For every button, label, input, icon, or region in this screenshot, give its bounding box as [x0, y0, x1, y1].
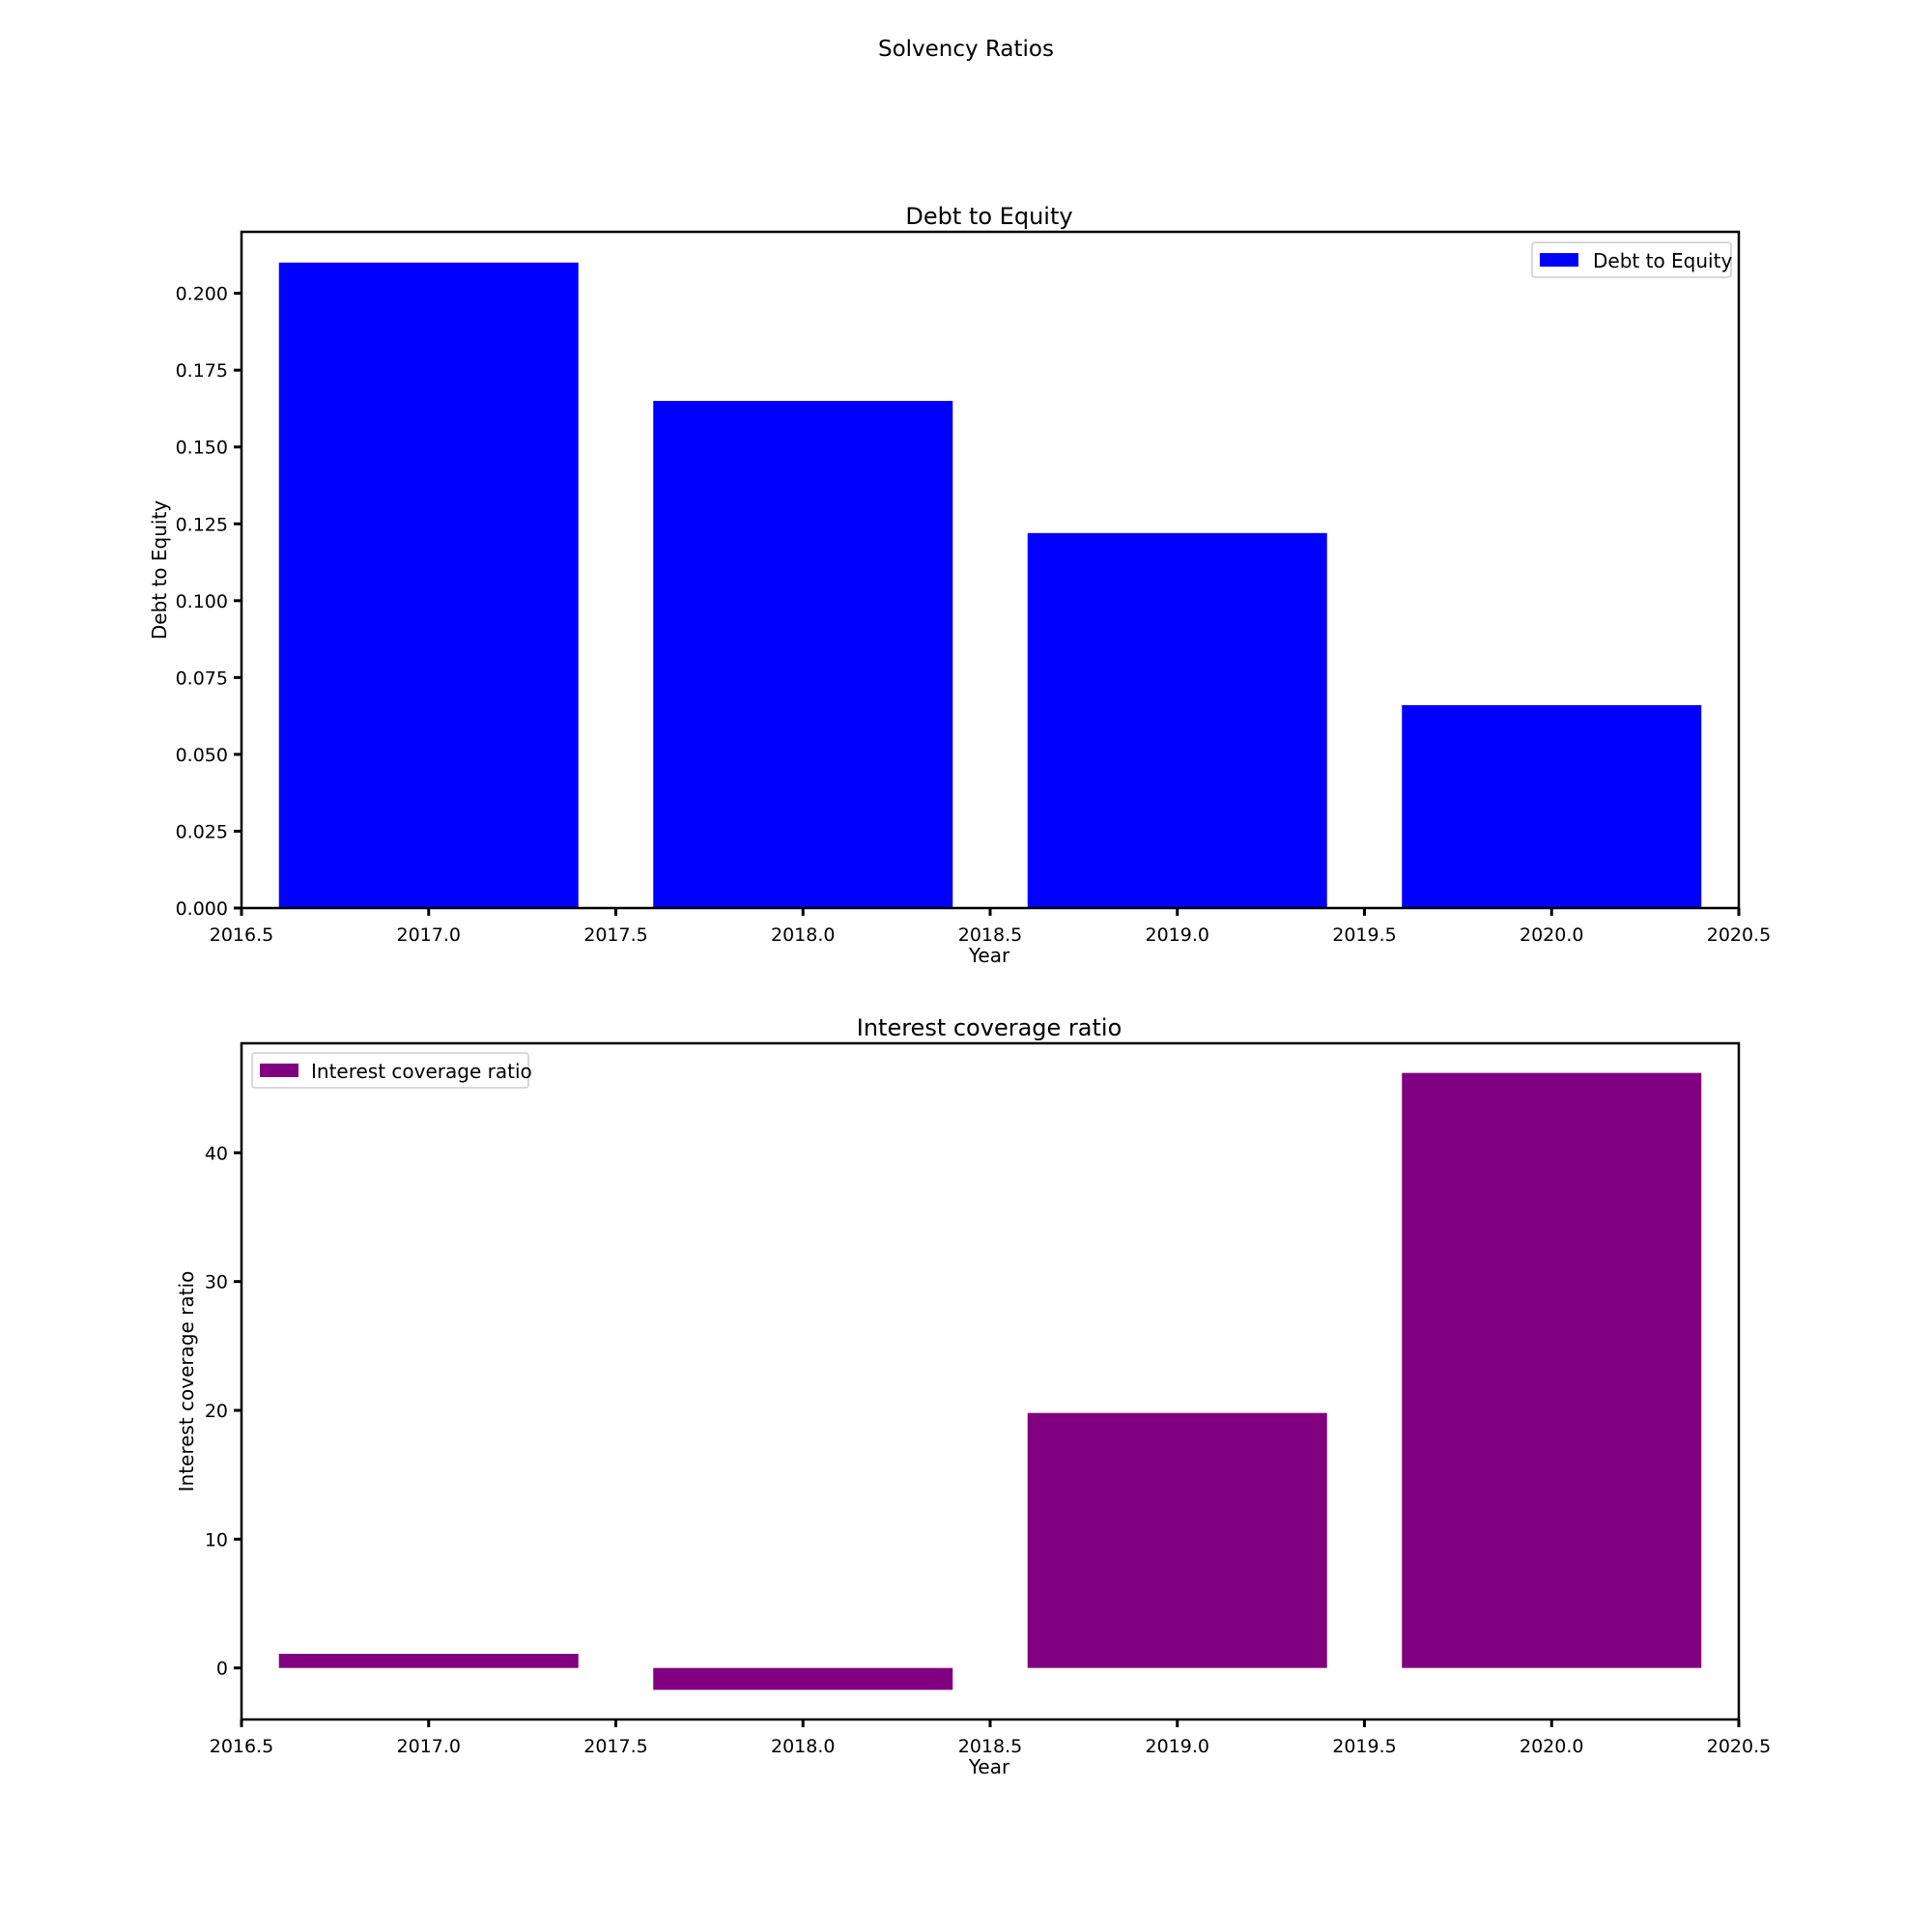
debt-to-equity-bar-2017: [278, 262, 579, 908]
interest-coverage-bar-2017: [278, 1654, 579, 1668]
figure-suptitle: Solvency Ratios: [878, 37, 1054, 62]
interest-coverage-ytick-label: 10: [205, 1529, 228, 1550]
interest-coverage-xtick-label: 2019.0: [1146, 1736, 1209, 1757]
interest-coverage-bars: [278, 1072, 1702, 1690]
debt-to-equity-ytick-label: 0.025: [176, 821, 228, 842]
interest-coverage-bar-2019: [1027, 1412, 1327, 1668]
interest-coverage-bar-2020: [1402, 1072, 1702, 1668]
interest-coverage-bar-2018: [653, 1667, 953, 1690]
interest-coverage-xtick-label: 2017.0: [397, 1736, 461, 1757]
interest-coverage-legend-label: Interest coverage ratio: [311, 1060, 532, 1083]
debt-to-equity-xtick-label: 2018.5: [958, 924, 1022, 946]
interest-coverage-legend-swatch: [260, 1064, 298, 1077]
debt-to-equity-yticks: 0.000 0.025 0.050 0.075 0.100 0.125 0.150 0.175…: [176, 284, 242, 920]
interest-coverage-ytick-label: 0: [216, 1659, 228, 1680]
interest-coverage-ytick-label: 40: [205, 1143, 228, 1164]
debt-to-equity-chart: Debt to Equity Year Debt to Equity 2016.…: [148, 203, 1771, 967]
interest-coverage-xtick-label: 2018.5: [958, 1736, 1022, 1757]
debt-to-equity-bars: [278, 262, 1702, 908]
debt-to-equity-ytick-label: 0.175: [176, 360, 228, 382]
debt-to-equity-legend-label: Debt to Equity: [1593, 249, 1732, 272]
interest-coverage-xticks: 2016.5 2017.0 2017.5 2018.0 2018.5 2019.0 2019…: [210, 1719, 1771, 1757]
interest-coverage-ytick-label: 30: [205, 1272, 228, 1293]
debt-to-equity-ytick-label: 0.075: [176, 668, 228, 689]
debt-to-equity-bar-2019: [1027, 532, 1327, 908]
debt-to-equity-xtick-label: 2020.0: [1520, 924, 1583, 946]
debt-to-equity-xtick-label: 2020.5: [1707, 924, 1771, 946]
debt-to-equity-ylabel: Debt to Equity: [148, 500, 171, 639]
debt-to-equity-xtick-label: 2017.5: [583, 924, 647, 946]
interest-coverage-legend: Interest coverage ratio: [251, 1052, 532, 1089]
interest-coverage-ytick-label: 20: [205, 1401, 228, 1422]
debt-to-equity-xticks: 2016.5 2017.0 2017.5 2018.0 2018.5 2019.0 2019…: [210, 908, 1771, 946]
interest-coverage-frame: [240, 1041, 1741, 1721]
interest-coverage-yticks: 0 10 20 30 40: [205, 1143, 242, 1680]
debt-to-equity-ytick-label: 0.125: [176, 514, 228, 535]
debt-to-equity-ytick-label: 0.000: [176, 898, 228, 920]
debt-to-equity-xtick-label: 2016.5: [210, 924, 273, 946]
debt-to-equity-bar-2018: [653, 401, 953, 908]
interest-coverage-xtick-label: 2016.5: [210, 1736, 273, 1757]
debt-to-equity-legend-swatch: [1540, 253, 1578, 267]
debt-to-equity-xtick-label: 2017.0: [397, 924, 461, 946]
debt-to-equity-ytick-label: 0.200: [176, 284, 228, 305]
interest-coverage-xtick-label: 2018.0: [771, 1736, 835, 1757]
debt-to-equity-frame: [240, 230, 1741, 910]
debt-to-equity-ytick-label: 0.100: [176, 591, 228, 612]
interest-coverage-xtick-label: 2020.5: [1707, 1736, 1771, 1757]
interest-coverage-xtick-label: 2020.0: [1520, 1736, 1583, 1757]
interest-coverage-xlabel: Year: [968, 1755, 1010, 1778]
debt-to-equity-legend: Debt to Equity: [1531, 242, 1732, 278]
debt-to-equity-title: Debt to Equity: [905, 203, 1072, 230]
interest-coverage-ylabel: Interest coverage ratio: [175, 1271, 198, 1492]
debt-to-equity-xtick-label: 2019.0: [1146, 924, 1209, 946]
debt-to-equity-ytick-label: 0.150: [176, 438, 228, 459]
debt-to-equity-ytick-label: 0.050: [176, 745, 228, 766]
debt-to-equity-bar-2020: [1402, 705, 1702, 908]
interest-coverage-xtick-label: 2019.5: [1332, 1736, 1396, 1757]
debt-to-equity-xtick-label: 2018.0: [771, 924, 835, 946]
interest-coverage-xtick-label: 2017.5: [583, 1736, 647, 1757]
debt-to-equity-xlabel: Year: [968, 944, 1010, 967]
interest-coverage-title: Interest coverage ratio: [857, 1014, 1122, 1041]
interest-coverage-chart: Interest coverage ratio Year Interest co…: [175, 1014, 1771, 1778]
debt-to-equity-xtick-label: 2019.5: [1332, 924, 1396, 946]
